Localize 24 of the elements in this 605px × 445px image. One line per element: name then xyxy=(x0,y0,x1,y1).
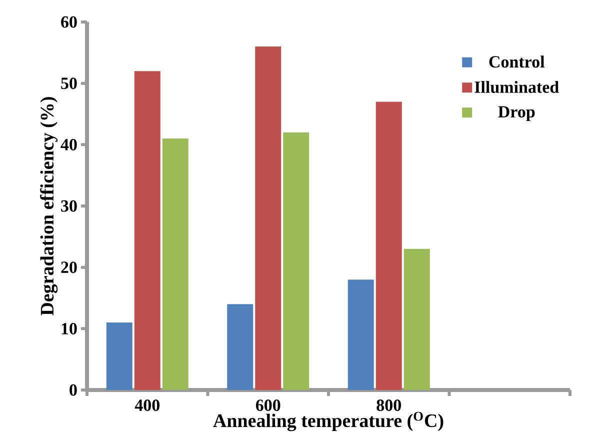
y-axis-title: Degradation efficiency (%) xyxy=(40,97,58,316)
bar xyxy=(255,46,282,390)
bar xyxy=(376,102,402,390)
y-tick-label: 40 xyxy=(60,138,77,150)
y-tick-label: 0 xyxy=(70,384,77,396)
x-axis-title: Annealing temperature ($^{O}$C) xyxy=(213,412,444,432)
y-tick-label: 30 xyxy=(61,200,77,212)
x-tick-label: 600 xyxy=(256,400,280,412)
legend-label: Illuminated xyxy=(474,80,559,93)
bar xyxy=(134,71,160,390)
bar xyxy=(404,248,430,390)
bar xyxy=(283,132,310,390)
bar xyxy=(348,280,374,390)
bar xyxy=(227,304,254,390)
x-tick-label: 400 xyxy=(134,400,160,412)
y-tick-label: 50 xyxy=(61,78,77,90)
y-tick-label: 10 xyxy=(62,322,77,334)
legend-label: Control xyxy=(489,56,545,68)
y-tick-label: 20 xyxy=(61,262,77,274)
bar xyxy=(106,322,132,390)
bar xyxy=(162,138,188,390)
x-tick-label: 800 xyxy=(376,400,401,412)
legend-label: Drop xyxy=(498,106,535,121)
y-tick-label: 60 xyxy=(61,16,77,28)
